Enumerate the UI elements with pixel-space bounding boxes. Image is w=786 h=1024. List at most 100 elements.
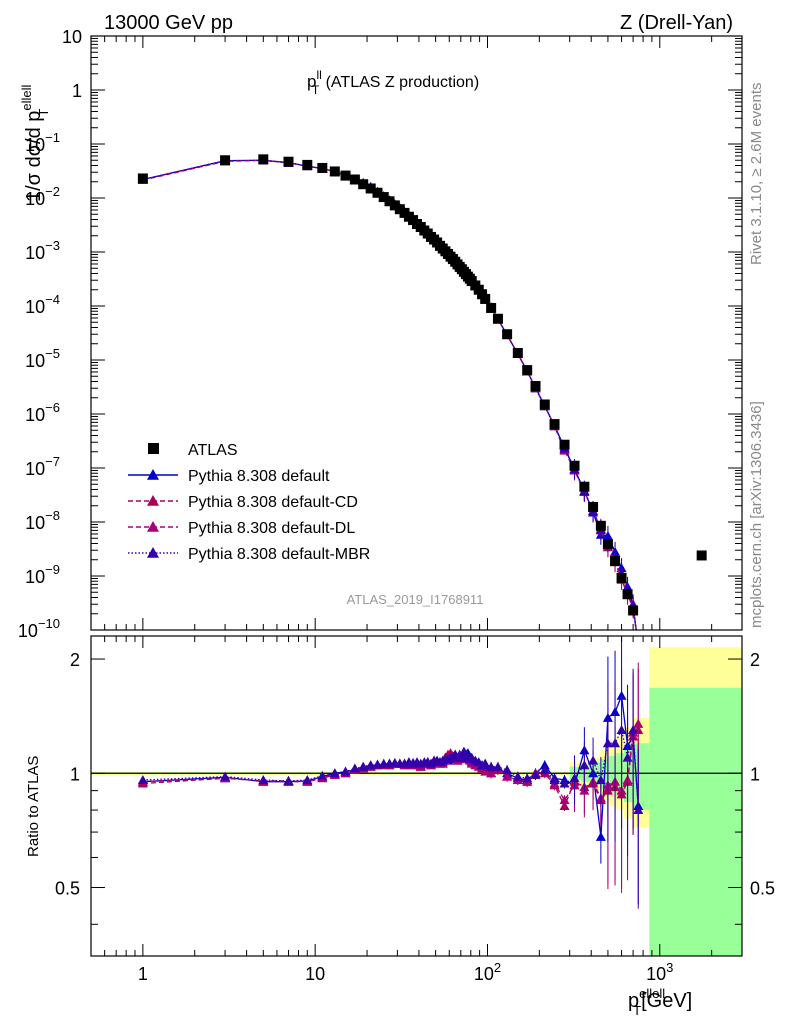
y-tick-label-exponent: −7	[45, 454, 60, 469]
y-tick-label-exponent: −5	[45, 346, 60, 361]
atlas-marker	[378, 192, 389, 203]
ratio-y-tick-label-right: 2	[750, 650, 760, 670]
atlas-marker	[512, 347, 523, 358]
plot-title-sub: T	[312, 83, 320, 97]
ratio-marker	[480, 766, 491, 776]
ratio-marker	[283, 775, 294, 785]
legend-label: Pythia 8.308 default	[188, 468, 330, 485]
atlas-marker	[579, 481, 590, 492]
ratio-marker	[559, 778, 570, 788]
y-tick-label: 10	[62, 27, 82, 47]
ratio-marker	[486, 768, 497, 778]
ratio-marker	[522, 773, 533, 783]
y-tick-label: 10−8	[25, 508, 60, 533]
y-tick-label: 10−9	[25, 562, 60, 587]
x-axis-label-main: p	[628, 990, 639, 1012]
ratio-marker	[633, 805, 644, 815]
x-tick-label-exponent: 2	[494, 960, 501, 975]
y-axis-label: 1/σ dσ/d pellellT	[19, 84, 51, 202]
y-tick-label-exponent: −10	[38, 616, 60, 631]
ratio-marker	[579, 760, 590, 770]
legend: ATLAS Pythia 8.308 default Pythia 8.308 de…	[128, 442, 370, 563]
legend-marker	[148, 443, 159, 454]
atlas-marker	[220, 155, 231, 166]
atlas-marker	[628, 605, 639, 616]
atlas-marker	[329, 166, 340, 177]
y-tick-label: 10−2	[25, 184, 60, 209]
ratio-marker	[512, 771, 523, 781]
ratio-marker	[539, 765, 550, 775]
atlas-marker	[349, 174, 360, 185]
legend-label: Pythia 8.308 default-CD	[188, 494, 358, 511]
ratio-y-tick-label-right: 1	[750, 764, 760, 784]
main-plot-panel: 10110−110−210−310−410−510−610−710−810−91…	[18, 27, 743, 651]
y-tick-label-exponent: −4	[45, 292, 60, 307]
ratio-marker	[569, 773, 580, 783]
ratio-marker	[220, 771, 231, 781]
atlas-marker	[372, 187, 383, 198]
atlas-marker	[633, 641, 643, 651]
x-tick-label: 103	[646, 960, 673, 984]
y-axis-label-main: 1/σ dσ/d p	[23, 111, 45, 202]
header-right-label: Z (Drell-Yan)	[620, 12, 733, 34]
y-tick-label-exponent: −8	[45, 508, 60, 523]
ratio-marker	[492, 761, 503, 771]
plot-title: pll T (ATLAS Z production)	[307, 68, 479, 97]
atlas-marker	[588, 501, 599, 512]
x-axis-label-unit: [GeV]	[641, 990, 692, 1012]
ratio-marker	[365, 760, 376, 770]
ratio-y-tick-label: 0.5	[55, 879, 80, 899]
ratio-marker	[358, 761, 369, 771]
atlas-marker	[539, 399, 550, 410]
ratio-marker	[628, 725, 639, 735]
y-tick-label-exponent: −3	[45, 238, 60, 253]
atlas-marker	[365, 183, 376, 194]
y-tick-label: 10−7	[25, 454, 60, 479]
rivet-version-label: Rivet 3.1.10, ≥ 2.6M events	[748, 83, 765, 266]
legend-marker	[147, 495, 159, 506]
y-tick-label: 10−3	[25, 238, 60, 263]
atlas-marker	[283, 156, 294, 167]
atlas-marker	[595, 520, 606, 531]
legend-label: Pythia 8.308 default-MBR	[188, 546, 370, 563]
y-tick-label-exponent: −1	[45, 130, 60, 145]
atlas-marker	[569, 460, 580, 471]
legend-marker	[147, 547, 159, 558]
y-tick-label: 10−10	[18, 616, 60, 641]
ratio-marker	[480, 760, 491, 770]
atlas-marker	[384, 196, 395, 207]
plot-title-main: p	[307, 72, 316, 91]
ratio-marker	[539, 760, 550, 770]
ratio-marker	[602, 738, 613, 748]
atlas-marker	[502, 329, 513, 340]
legend-marker	[147, 521, 159, 532]
atlas-marker	[559, 439, 570, 450]
ratio-marker	[559, 800, 570, 810]
atlas-marker	[137, 173, 148, 184]
ratio-marker	[258, 775, 269, 785]
x-tick-label-exponent: 3	[666, 960, 673, 975]
ratio-marker	[317, 770, 328, 780]
stat-uncertainty-band	[649, 687, 742, 956]
atlas-marker	[610, 555, 621, 566]
y-axis-label-sup: ellell	[19, 84, 34, 110]
y-tick-label: 10−4	[25, 292, 60, 317]
ratio-y-tick-label: 2	[70, 650, 80, 670]
ratio-marker	[329, 768, 340, 778]
x-tick-label: 102	[474, 960, 501, 984]
atlas-marker	[340, 170, 351, 181]
atlas-marker	[302, 159, 313, 170]
atlas-marker	[486, 302, 497, 313]
stat-uncertainty-band	[607, 756, 617, 793]
analysis-watermark: ATLAS_2019_I1768911	[347, 592, 484, 607]
x-axis-label: pellell T[GeV]	[628, 986, 692, 1018]
atlas-marker	[696, 550, 707, 561]
legend-label: Pythia 8.308 default-DL	[188, 520, 355, 537]
atlas-marker	[480, 293, 491, 304]
atlas-marker	[549, 419, 560, 430]
ratio-marker	[588, 755, 599, 765]
ratio-marker	[502, 765, 513, 775]
y-tick-label: 10−5	[25, 346, 60, 371]
ratio-plot-panel: 1 10 102 103 0.5 0.5 1 1 2 2 Ratio to ATLAS pelle…	[25, 635, 775, 1018]
